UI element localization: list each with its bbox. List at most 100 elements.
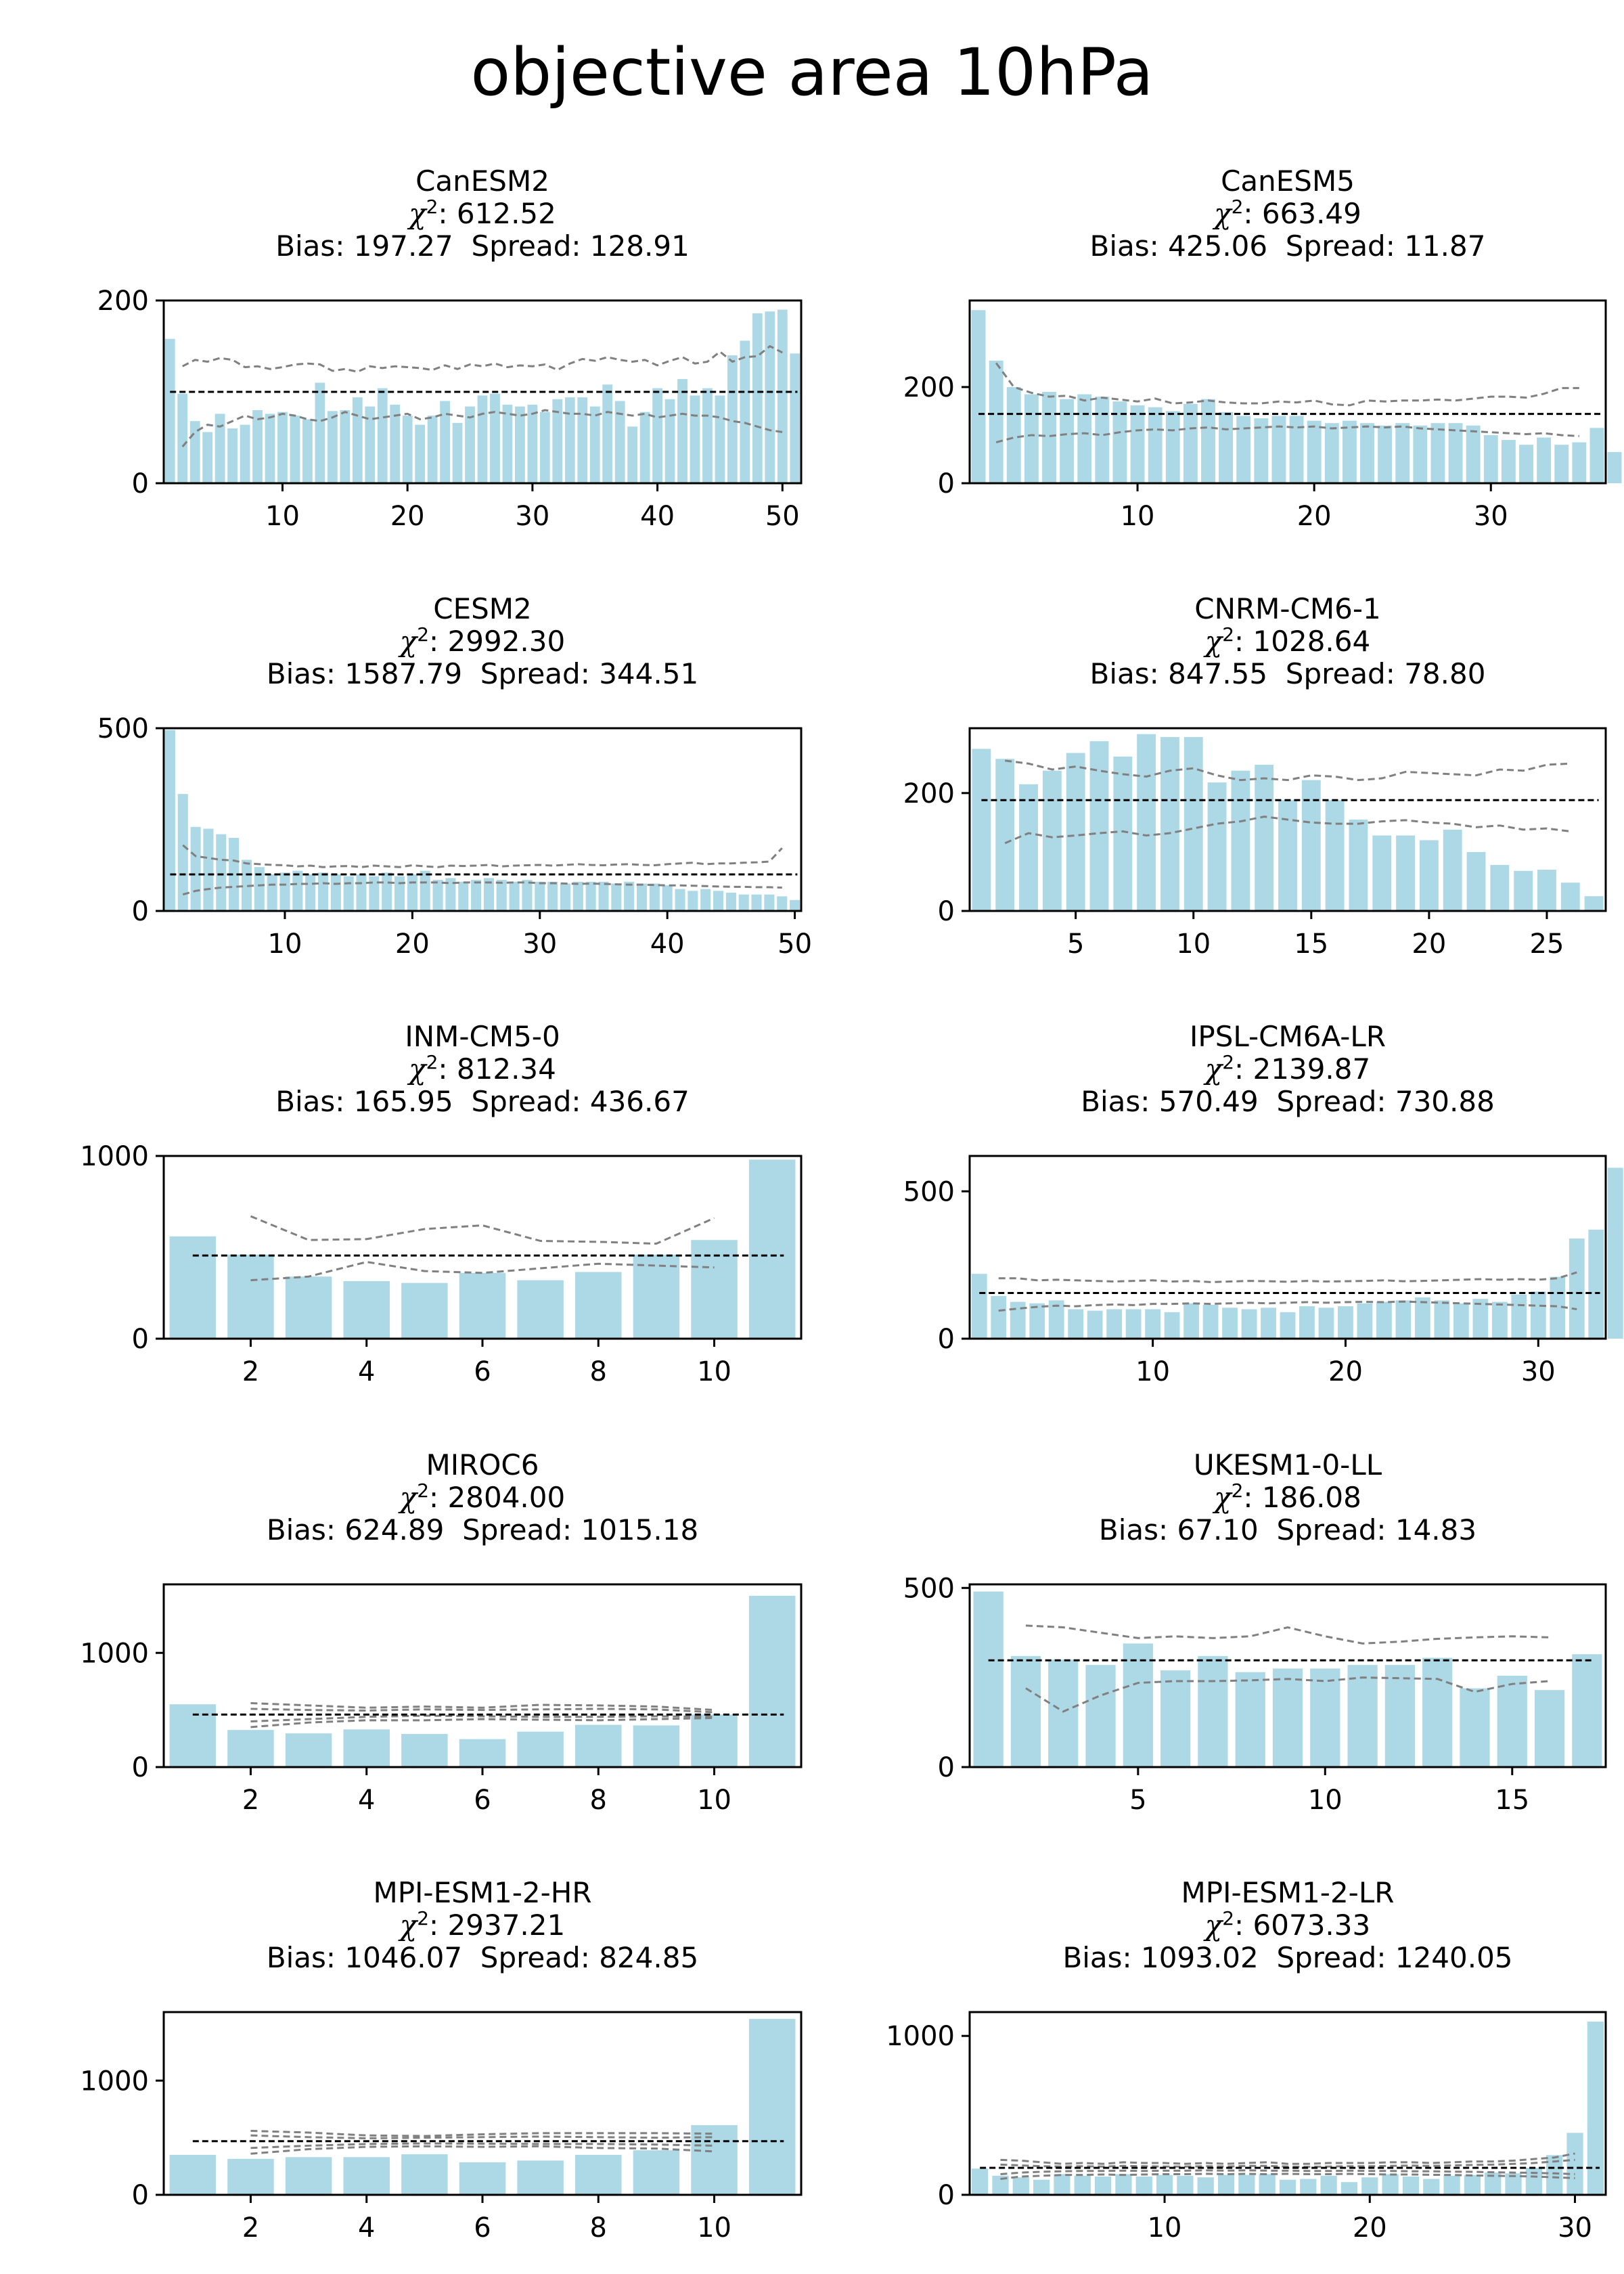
x-tick-label: 50 [765,501,800,532]
histogram-bar [748,1159,796,1339]
histogram-bar [1183,737,1203,911]
y-tick-label: 0 [938,896,955,927]
histogram-bar [1231,770,1250,911]
histogram-bar [572,881,583,911]
histogram-bar [1607,451,1622,483]
lower-bound-line [998,1300,1577,1312]
histogram-bar [675,889,685,911]
histogram-bar [327,411,338,483]
histogram-bar [1300,2179,1317,2195]
histogram-bar [445,878,456,911]
histogram-bar [477,395,488,483]
y-tick-label: 500 [903,1176,955,1207]
x-tick-label: 6 [474,2212,491,2244]
x-tick-label: 20 [1328,1356,1363,1387]
histogram-bar [624,881,635,911]
histogram-bar [1514,870,1533,911]
x-tick-label: 6 [474,1785,491,1816]
histogram-bar [1135,2177,1152,2195]
histogram-bar [725,893,736,911]
histogram-bar [1222,1308,1238,1339]
subplot-title-block: INM-CM5-0 χ2: 812.34 Bias: 165.95 Spread: … [83,1021,882,1118]
histogram-bar [1106,1309,1123,1339]
histogram-bar [748,1595,796,1767]
y-tick-label: 1000 [80,2066,149,2097]
histogram-bar [254,867,265,911]
histogram-bar [1201,399,1215,483]
histogram-bar [1280,1312,1296,1339]
histogram-bar [662,885,673,911]
histogram-bar [790,899,800,911]
subplot-title-block: CanESM2 χ2: 612.52 Bias: 197.27 Spread: 12… [83,165,882,263]
histogram-bar [1207,782,1227,911]
histogram-bar [627,426,638,483]
histogram-bar [1443,829,1462,911]
x-tick-label: 2 [242,1356,259,1387]
lower-bound-line [1004,816,1571,845]
subplot-model-name: CanESM5 [1221,164,1355,198]
subplot-bias-spread: Bias: 847.55 Spread: 78.80 [1089,657,1486,690]
histogram-bar [1235,1672,1265,1767]
x-tick-label: 10 [1308,1785,1343,1816]
x-tick-label: 10 [1176,929,1211,960]
histogram-bar [1048,1300,1064,1339]
x-tick-label: 30 [1521,1356,1556,1387]
histogram-bar [552,399,563,483]
histogram-bar [1113,756,1133,911]
x-tick-label: 6 [474,1356,491,1387]
x-tick-label: 4 [358,1785,375,1816]
histogram-bar [1453,1303,1469,1339]
histogram-bar [1349,820,1368,911]
subplot-title-block: MIROC6 χ2: 2804.00 Bias: 624.89 Spread: 10… [83,1449,882,1546]
histogram-bar [1254,418,1269,483]
histogram-bar [277,411,288,483]
histogram-bar [1347,1665,1378,1767]
x-tick-label: 5 [1067,929,1084,960]
histogram-bar [1033,2179,1050,2195]
lower-bound-line [250,1261,715,1282]
subplot-bias-spread: Bias: 624.89 Spread: 1015.18 [266,1513,699,1546]
histogram-bar [1560,883,1580,911]
histogram-bar [1094,2177,1112,2195]
x-tick-label: 20 [390,501,425,532]
histogram-bar [1338,1306,1353,1339]
histogram-bar [1197,2177,1214,2195]
histogram-bar [1012,2177,1029,2195]
subplot-chi2: χ2: 612.52 [409,196,556,230]
histogram-bar [1566,2133,1583,2195]
histogram-bar [1419,840,1439,911]
histogram-bar [369,876,380,911]
subplot-title-block: UKESM1-0-LL χ2: 186.08 Bias: 67.10 Spread:… [888,1449,1624,1546]
x-tick-label: 10 [1148,2212,1182,2244]
histogram-bar [1460,1688,1490,1767]
histogram-bar [971,1274,987,1339]
histogram-bar [1241,1309,1257,1339]
histogram-bar [227,2158,274,2195]
y-tick-label: 0 [132,1324,149,1355]
histogram-bar [1448,423,1463,483]
histogram-bar [649,883,660,911]
histogram-bar [1588,1229,1604,1339]
upper-bound-line [998,1271,1577,1283]
histogram-bar [1357,1303,1373,1339]
subplot-bias-spread: Bias: 1093.02 Spread: 1240.05 [1062,1941,1513,1974]
y-tick-label: 500 [97,713,149,744]
histogram-bar [1259,2174,1276,2195]
histogram-bar [575,2154,622,2195]
lower-bound-line [995,425,1579,444]
histogram-bar [471,880,482,911]
y-tick-label: 200 [903,778,955,809]
histogram-bar [302,419,313,483]
histogram-bar [1324,423,1339,483]
histogram-bar [1464,2175,1481,2195]
y-tick-label: 0 [938,1324,955,1355]
subplot-model-name: CanESM2 [415,164,549,198]
histogram-bar [1019,784,1038,911]
histogram-bar [1054,2174,1070,2195]
histogram-bar [279,872,290,911]
subplot-model-name: CNRM-CM6-1 [1194,592,1381,625]
y-tick-label: 0 [938,2180,955,2211]
y-tick-label: 1000 [886,2021,955,2052]
histogram-bar [1372,835,1392,911]
